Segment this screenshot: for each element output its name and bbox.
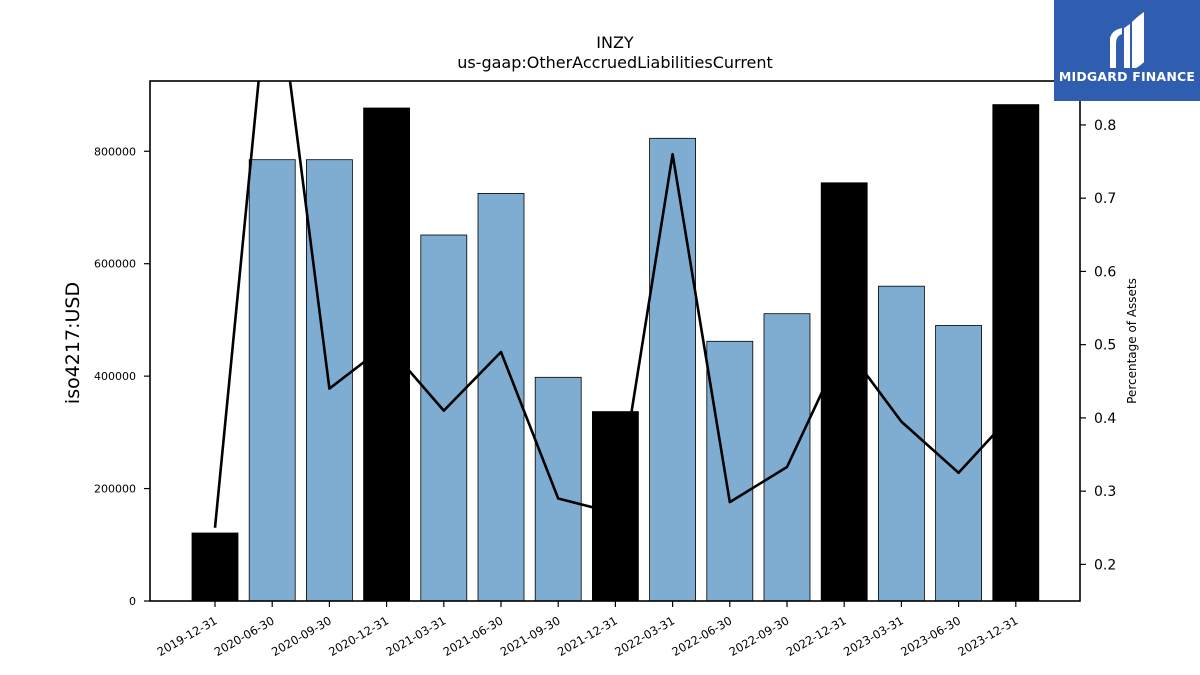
y-axis-label: iso4217:USD — [62, 282, 84, 404]
x-tick-label: 2022-06-30 — [669, 613, 734, 659]
midgard-finance-logo: MIDGARD FINANCE — [1054, 0, 1200, 101]
x-tick-label: 2021-06-30 — [441, 613, 506, 659]
y2-tick-label: 0.8 — [1094, 118, 1116, 134]
bar-2022-09-30 — [763, 313, 811, 602]
y-axis: 0 200000 400000 600000 800000 — [94, 145, 150, 608]
x-tick-label: 2022-09-30 — [727, 613, 792, 659]
x-tick-label: 2020-12-31 — [326, 613, 391, 659]
bar-series — [191, 104, 1040, 602]
bar-2021-03-31 — [420, 234, 468, 602]
y-tick-label: 800000 — [94, 145, 136, 158]
x-tick-label: 2021-12-31 — [555, 613, 620, 659]
y2-tick-label: 0.4 — [1094, 411, 1116, 427]
ratio-series — [213, 81, 1017, 528]
bar-2023-06-30 — [935, 325, 982, 602]
bar-2020-06-30 — [248, 159, 296, 602]
y2-tick-label: 0.5 — [1094, 338, 1116, 354]
ratio-line — [213, 81, 1017, 528]
y-tick-label: 200000 — [94, 483, 136, 496]
x-tick-label: 2020-06-30 — [212, 613, 277, 659]
x-tick-label: 2021-09-30 — [498, 613, 563, 659]
y2-tick-label: 0.7 — [1094, 191, 1116, 207]
bar-2023-12-31 — [992, 104, 1040, 602]
x-tick-label: 2023-12-31 — [955, 613, 1020, 659]
bar-2022-06-30 — [706, 340, 754, 602]
bar-2021-09-30 — [534, 376, 582, 602]
x-tick-label: 2022-03-31 — [612, 613, 677, 659]
x-axis: 2019-12-312020-06-302020-09-302020-12-31… — [155, 601, 1020, 659]
y2-axis-label: Percentage of Assets — [1125, 278, 1139, 404]
x-tick-label: 2023-03-31 — [841, 613, 906, 659]
bar-2023-03-31 — [878, 285, 925, 602]
chart-title: INZY — [596, 33, 634, 52]
y-tick-label: 600000 — [94, 258, 136, 271]
y2-axis: 0.2 0.3 0.4 0.5 0.6 0.7 0.8 — [1080, 118, 1116, 573]
bar-2020-12-31 — [363, 107, 411, 602]
x-tick-label: 2021-03-31 — [383, 613, 448, 659]
bar-2022-03-31 — [649, 137, 696, 602]
x-tick-label: 2022-12-31 — [784, 613, 849, 659]
y2-tick-label: 0.2 — [1094, 557, 1116, 573]
y2-tick-label: 0.3 — [1094, 484, 1116, 500]
x-tick-label: 2023-06-30 — [898, 613, 963, 659]
chart-subtitle: us-gaap:OtherAccruedLiabilitiesCurrent — [457, 53, 773, 72]
logo-mark-icon — [1110, 12, 1144, 68]
y-tick-label: 0 — [129, 595, 136, 608]
x-tick-label: 2020-09-30 — [269, 613, 334, 659]
bar-2022-12-31 — [820, 182, 868, 602]
y2-tick-label: 0.6 — [1094, 264, 1116, 280]
bar-2019-12-31 — [191, 532, 239, 602]
x-tick-label: 2019-12-31 — [155, 613, 220, 659]
logo-text: MIDGARD FINANCE — [1058, 69, 1196, 84]
y-tick-label: 400000 — [94, 370, 136, 383]
bar-2021-06-30 — [477, 192, 525, 602]
